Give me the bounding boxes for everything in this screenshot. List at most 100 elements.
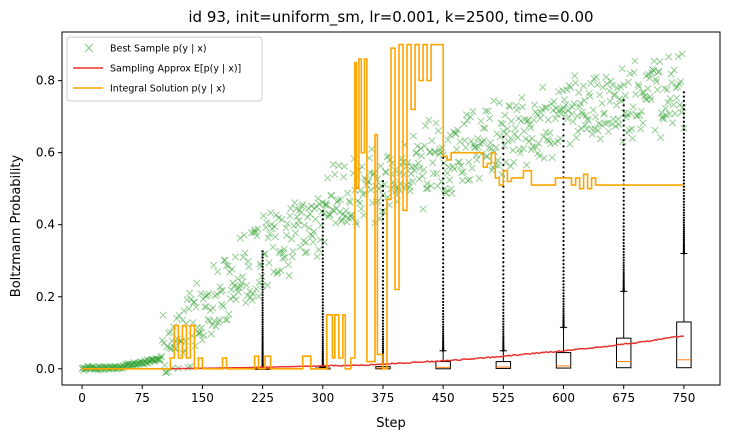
boxplot-outlier: [502, 135, 505, 138]
boxplot-outlier: [502, 344, 505, 347]
boxplot-outlier: [562, 273, 565, 276]
scatter-point: [238, 279, 246, 287]
scatter-point: [287, 204, 295, 212]
boxplot-outlier: [442, 341, 445, 344]
scatter-point: [248, 296, 256, 305]
boxplot-outlier: [562, 309, 565, 313]
scatter-point: [259, 212, 267, 220]
scatter-point: [544, 116, 552, 124]
boxplot-outlier: [562, 283, 565, 286]
boxplot-outlier: [502, 314, 505, 317]
boxplot-outlier: [562, 280, 565, 283]
scatter-point: [303, 248, 311, 256]
boxplot-outlier: [682, 203, 685, 206]
x-tick-label: 225: [251, 391, 274, 405]
boxplot-outlier: [442, 241, 445, 245]
boxplot-outlier: [321, 304, 324, 307]
scatter-point: [527, 124, 535, 132]
boxplot-outlier: [442, 312, 445, 315]
boxplot-outlier: [622, 207, 625, 210]
boxplot-outlier: [682, 239, 685, 243]
boxplot-outlier: [562, 195, 565, 198]
boxplot: [676, 91, 692, 369]
scatter-point: [637, 107, 645, 115]
boxplot-outlier: [622, 275, 625, 278]
boxplot-outlier: [261, 304, 264, 307]
scatter-point: [247, 293, 255, 301]
scatter-point: [278, 215, 286, 224]
boxplot-outlier: [622, 138, 625, 142]
scatter-point: [540, 154, 548, 162]
boxplot-outlier: [562, 239, 565, 243]
boxplot-outlier: [261, 271, 264, 274]
boxplot-outlier: [562, 161, 565, 164]
boxplot-outlier: [442, 323, 445, 326]
scatter-point: [191, 342, 199, 350]
scatter-point: [519, 103, 527, 111]
scatter-point: [637, 125, 645, 133]
boxplot-outlier: [502, 323, 505, 326]
boxplot-outlier: [381, 322, 385, 325]
scatter-point: [157, 352, 166, 360]
boxplot-outlier: [622, 241, 625, 245]
scatter-point: [185, 305, 193, 313]
scatter-point: [255, 292, 263, 300]
boxplot-outlier: [321, 338, 324, 341]
boxplot-outlier: [502, 339, 505, 342]
scatter-point: [582, 111, 590, 120]
scatter-point: [598, 99, 606, 107]
boxplot-outlier: [562, 128, 565, 132]
boxplot-outlier: [682, 200, 685, 203]
boxplot-outlier: [381, 272, 385, 275]
boxplot-outlier: [682, 91, 685, 94]
boxplot-outlier: [502, 273, 505, 276]
boxplot-outlier: [502, 340, 505, 344]
boxplot-outlier: [502, 317, 505, 320]
boxplot-outlier: [261, 331, 264, 334]
scatter-point: [417, 152, 426, 160]
boxplot-outlier: [502, 215, 505, 219]
scatter-point: [471, 143, 479, 151]
boxplot-outlier: [562, 251, 565, 254]
scatter-point: [159, 311, 167, 319]
scatter-point: [486, 114, 494, 122]
boxplot-outlier: [442, 287, 445, 290]
scatter-point: [512, 101, 520, 110]
boxplot-outlier: [622, 203, 625, 206]
boxplot-outlier: [682, 206, 685, 209]
boxplot-outlier: [261, 309, 264, 312]
scatter-point: [467, 137, 475, 145]
boxplot-outlier: [381, 268, 385, 271]
boxplot-outlier: [562, 270, 565, 273]
boxplot-outlier: [321, 342, 324, 345]
boxplot-outlier: [261, 351, 264, 354]
scatter-point: [310, 228, 318, 236]
boxplot-outlier: [261, 306, 264, 309]
boxplot-outlier: [562, 300, 565, 303]
boxplot-outlier: [562, 205, 565, 208]
scatter-point: [551, 115, 560, 123]
boxplot-outlier: [321, 278, 324, 281]
scatter-point: [221, 256, 229, 264]
scatter-point: [334, 196, 342, 204]
scatter-point: [480, 136, 488, 145]
boxplot-outlier: [502, 158, 505, 161]
scatter-point: [518, 94, 526, 102]
boxplot-outlier: [381, 235, 385, 238]
boxplot-outlier: [622, 283, 625, 287]
boxplot-outlier: [562, 223, 565, 226]
scatter-point: [166, 328, 174, 336]
y-tick-label: 0.2: [36, 290, 55, 304]
boxplot-outlier: [622, 250, 625, 254]
scatter-point: [210, 317, 219, 325]
scatter-point: [295, 217, 303, 225]
boxplot-outlier: [622, 152, 625, 156]
boxplot-outlier: [682, 165, 685, 169]
scatter-point: [301, 249, 309, 257]
boxplot-outlier: [321, 226, 324, 229]
scatter-point: [669, 119, 677, 127]
scatter-point: [511, 124, 519, 132]
scatter-point: [434, 127, 442, 135]
scatter-point: [656, 58, 664, 66]
chart-title: id 93, init=uniform_sm, lr=0.001, k=2500…: [188, 8, 593, 27]
